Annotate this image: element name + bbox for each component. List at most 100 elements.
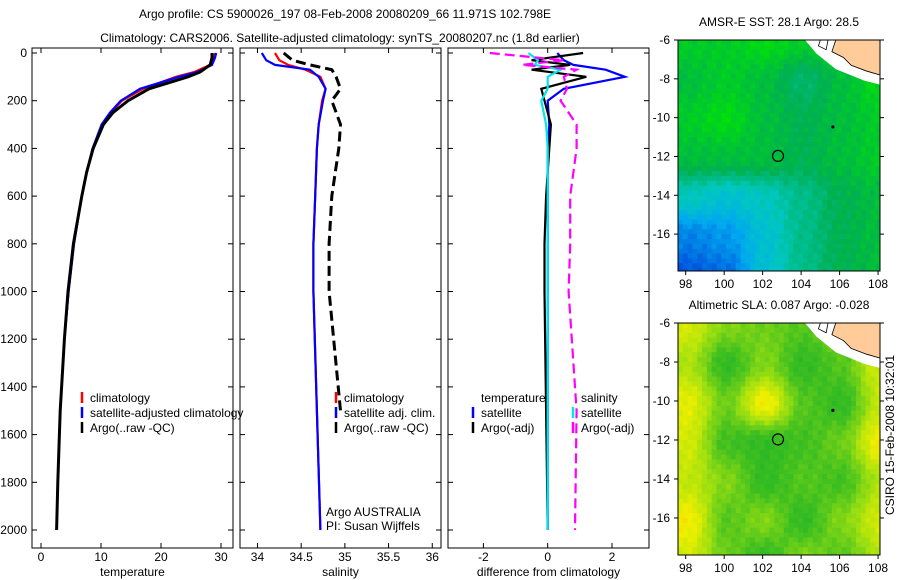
grid-cell <box>822 503 828 509</box>
grid-cell <box>836 156 843 162</box>
grid-cell <box>783 493 790 500</box>
grid-cell <box>740 205 746 211</box>
grid-cell <box>702 122 708 128</box>
grid-cell <box>856 83 862 90</box>
grid-cell <box>678 112 684 119</box>
grid-cell <box>687 180 693 187</box>
grid-cell <box>875 537 880 543</box>
grid-cell <box>735 195 742 201</box>
grid-cell <box>750 44 756 51</box>
grid-cell <box>812 258 819 264</box>
grid-cell <box>721 376 727 383</box>
grid-cell <box>702 371 708 378</box>
grid-cell <box>716 258 722 264</box>
grid-cell <box>692 214 698 221</box>
grid-cell <box>735 527 742 534</box>
grid-cell <box>818 557 823 563</box>
grid-cell <box>846 185 852 192</box>
grid-cell <box>702 78 708 85</box>
grid-cell <box>692 103 698 109</box>
grid-cell <box>798 493 804 500</box>
grid-cell <box>860 117 867 124</box>
grid-cell <box>856 449 862 456</box>
grid-cell <box>827 522 833 529</box>
grid-cell <box>678 59 684 65</box>
grid-cell <box>822 59 828 65</box>
grid-cell <box>836 180 843 187</box>
grid-cell <box>687 440 693 446</box>
grid-cell <box>851 522 857 529</box>
grid-cell <box>692 376 698 383</box>
grid-cell <box>716 503 722 509</box>
grid-cell <box>769 440 775 446</box>
grid-cell <box>788 444 794 451</box>
grid-cell <box>697 347 703 353</box>
grid-cell <box>721 547 727 553</box>
grid-cell <box>764 151 770 158</box>
grid-cell <box>711 64 718 70</box>
grid-cell <box>774 161 780 167</box>
grid-cell <box>697 362 703 368</box>
grid-cell <box>750 74 756 80</box>
grid-cell <box>697 357 703 363</box>
grid-cell <box>856 391 862 397</box>
grid-cell <box>735 537 742 543</box>
grid-cell <box>687 83 693 90</box>
grid-cell <box>697 224 703 230</box>
grid-cell <box>779 132 785 138</box>
grid-cell <box>836 415 843 422</box>
grid-cell <box>759 122 766 128</box>
grid-cell <box>740 166 746 172</box>
grid-cell <box>783 141 790 148</box>
grid-cell <box>774 141 780 148</box>
grid-cell <box>678 522 684 529</box>
grid-cell <box>831 132 838 138</box>
grid-cell <box>788 405 794 412</box>
grid-cell <box>764 420 770 426</box>
grid-cell <box>716 342 722 348</box>
grid-cell <box>697 156 703 162</box>
x-tick-label: 106 <box>830 277 850 291</box>
grid-cell <box>817 357 823 363</box>
grid-cell <box>687 352 693 358</box>
grid-cell <box>735 253 742 259</box>
grid-cell <box>831 151 838 158</box>
grid-cell <box>706 376 713 383</box>
grid-cell <box>755 376 761 383</box>
grid-cell <box>783 464 790 470</box>
grid-cell <box>697 214 703 221</box>
grid-cell <box>706 112 713 119</box>
grid-cell <box>822 209 828 216</box>
grid-cell <box>851 151 857 158</box>
grid-cell <box>706 93 713 99</box>
grid-cell <box>831 527 838 534</box>
grid-cell <box>697 103 703 109</box>
grid-cell <box>788 54 794 61</box>
grid-cell <box>856 459 862 465</box>
grid-cell <box>807 59 814 65</box>
grid-cell <box>817 352 823 358</box>
grid-cell <box>730 258 737 264</box>
grid-cell <box>687 537 693 543</box>
grid-cell <box>827 396 833 402</box>
grid-cell <box>841 396 847 402</box>
grid-cell <box>706 464 713 470</box>
grid-cell <box>721 440 727 446</box>
grid-cell <box>856 88 862 94</box>
grid-cell <box>846 146 852 153</box>
grid-cell <box>841 205 847 211</box>
grid-cell <box>822 243 828 250</box>
grid-cell <box>702 483 708 490</box>
grid-cell <box>697 137 703 143</box>
grid-cell <box>755 547 761 553</box>
grid-cell <box>803 537 809 543</box>
grid-cell <box>716 371 722 378</box>
grid-cell <box>745 180 751 187</box>
grid-cell <box>764 342 770 348</box>
grid-cell <box>788 78 794 85</box>
grid-cell <box>831 156 838 162</box>
grid-cell <box>860 479 867 485</box>
grid-cell <box>721 40 727 46</box>
grid-cell <box>706 83 713 90</box>
grid-cell <box>769 214 775 221</box>
